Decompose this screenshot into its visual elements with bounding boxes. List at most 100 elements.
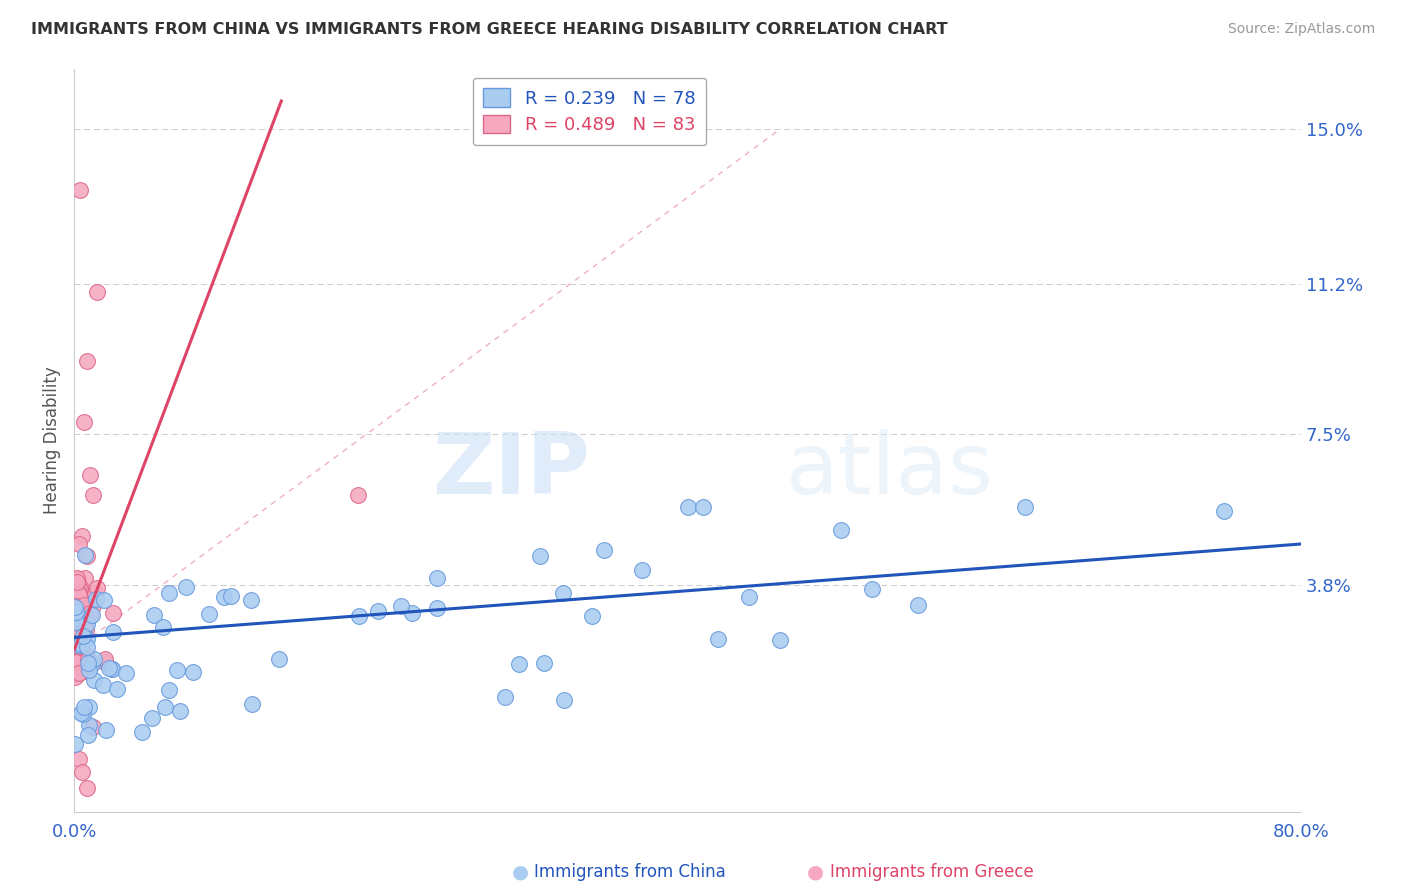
- Point: [67, 632, 90, 646]
- Point: [830, 523, 852, 537]
- Point: [83, 652, 105, 666]
- Point: [76, 728, 98, 742]
- Point: [401, 606, 423, 620]
- Point: [152, 620, 174, 634]
- Point: [75, 548, 97, 562]
- Point: [65, 615, 87, 630]
- Point: [69, 659, 91, 673]
- Point: [70, 529, 93, 543]
- Point: [169, 704, 191, 718]
- Point: [63, 667, 86, 681]
- Point: [367, 605, 389, 619]
- Point: [67, 585, 90, 599]
- Point: [1014, 500, 1036, 515]
- Text: Immigrants from Greece: Immigrants from Greece: [830, 863, 1033, 881]
- Point: [65, 639, 87, 653]
- Point: [76, 354, 98, 368]
- Point: [77, 656, 100, 670]
- Point: [77, 651, 100, 665]
- Point: [65, 599, 87, 614]
- Point: [63, 661, 86, 675]
- Point: [529, 549, 551, 564]
- Point: [72, 598, 94, 612]
- Point: [76, 549, 98, 564]
- Point: [1213, 504, 1236, 518]
- Point: [494, 690, 516, 704]
- Point: [73, 700, 96, 714]
- Text: Immigrants from China: Immigrants from China: [534, 863, 725, 881]
- Point: [593, 542, 616, 557]
- Point: [768, 633, 790, 648]
- Point: [76, 632, 98, 647]
- Point: [76, 616, 98, 631]
- Point: [76, 640, 98, 654]
- Point: [142, 607, 165, 622]
- Point: [907, 598, 929, 612]
- Point: [860, 582, 883, 596]
- Point: [65, 591, 87, 606]
- Point: [100, 662, 122, 676]
- Point: [115, 665, 138, 680]
- Point: [347, 609, 370, 624]
- Point: [65, 572, 87, 586]
- Point: [67, 588, 90, 602]
- Point: [67, 537, 90, 551]
- Point: [84, 591, 107, 606]
- Point: [389, 599, 412, 614]
- Point: [105, 681, 128, 696]
- Point: [426, 571, 449, 585]
- Point: [63, 619, 86, 633]
- Point: [212, 590, 235, 604]
- Point: [73, 664, 96, 678]
- Point: [65, 655, 87, 669]
- Text: ZIP: ZIP: [432, 429, 589, 512]
- Point: [66, 653, 89, 667]
- Point: [82, 607, 104, 622]
- Point: [533, 656, 555, 670]
- Point: [65, 578, 87, 592]
- Point: [82, 488, 104, 502]
- Text: Source: ZipAtlas.com: Source: ZipAtlas.com: [1227, 22, 1375, 37]
- Point: [79, 606, 101, 620]
- Point: [93, 593, 115, 607]
- Point: [239, 593, 262, 607]
- Point: [94, 723, 117, 737]
- Point: [65, 579, 87, 593]
- Point: [86, 285, 108, 299]
- Point: [86, 581, 108, 595]
- Point: [426, 601, 449, 615]
- Point: [73, 572, 96, 586]
- Point: [72, 612, 94, 626]
- Point: [72, 619, 94, 633]
- Point: [65, 605, 87, 619]
- Point: [67, 665, 90, 680]
- Point: [174, 580, 197, 594]
- Point: [70, 612, 93, 626]
- Point: [94, 651, 117, 665]
- Point: [67, 752, 90, 766]
- Point: [153, 699, 176, 714]
- Point: [69, 665, 91, 679]
- Point: [69, 583, 91, 598]
- Point: [79, 663, 101, 677]
- Point: [69, 643, 91, 657]
- Point: [82, 720, 104, 734]
- Point: [181, 665, 204, 680]
- Point: [63, 589, 86, 603]
- Point: [72, 650, 94, 665]
- Point: [508, 657, 530, 671]
- Point: [65, 600, 87, 615]
- Point: [79, 467, 101, 482]
- Point: [75, 623, 97, 637]
- Point: [63, 614, 86, 628]
- Point: [82, 657, 104, 671]
- Point: [67, 615, 90, 630]
- Point: [553, 693, 575, 707]
- Point: [77, 699, 100, 714]
- Point: [157, 586, 180, 600]
- Point: [347, 488, 370, 502]
- Point: [198, 607, 221, 621]
- Point: [69, 638, 91, 652]
- Point: [63, 617, 86, 632]
- Point: [101, 606, 124, 620]
